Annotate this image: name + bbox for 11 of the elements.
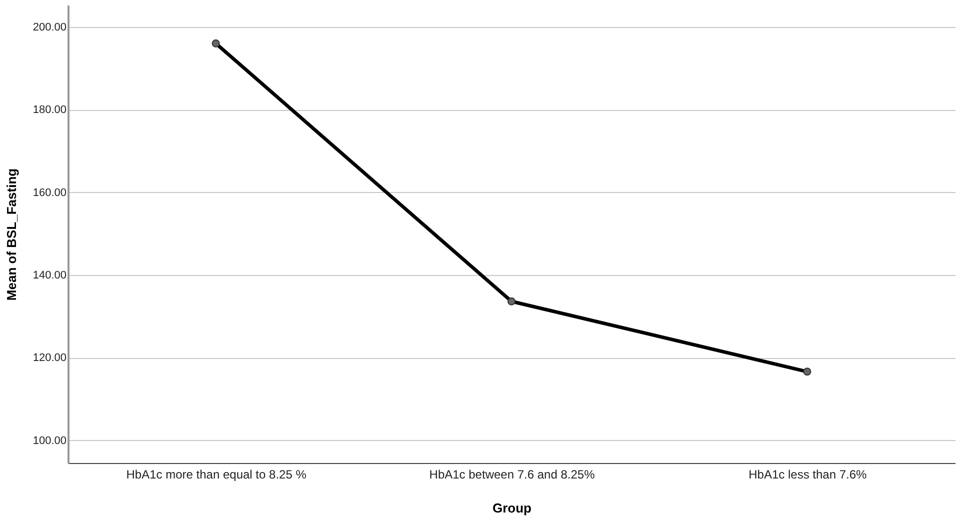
y-tick-label: 100.00: [32, 434, 66, 447]
x-axis-title: Group: [492, 500, 532, 516]
y-axis-title: Mean of BSL_Fasting: [4, 168, 19, 301]
x-tick-label: HbA1c more than equal to 8.25 %: [126, 468, 307, 482]
y-tick-label: 200.00: [32, 21, 66, 34]
y-tick-label: 160.00: [32, 186, 66, 199]
x-tick-label: HbA1c less than 7.6%: [748, 468, 868, 482]
y-tick-label: 180.00: [32, 104, 66, 116]
x-tick-label: HbA1c between 7.6 and 8.25%: [429, 468, 596, 482]
y-tick-label: 120.00: [32, 352, 66, 364]
y-tick-label: 140.00: [32, 269, 66, 282]
